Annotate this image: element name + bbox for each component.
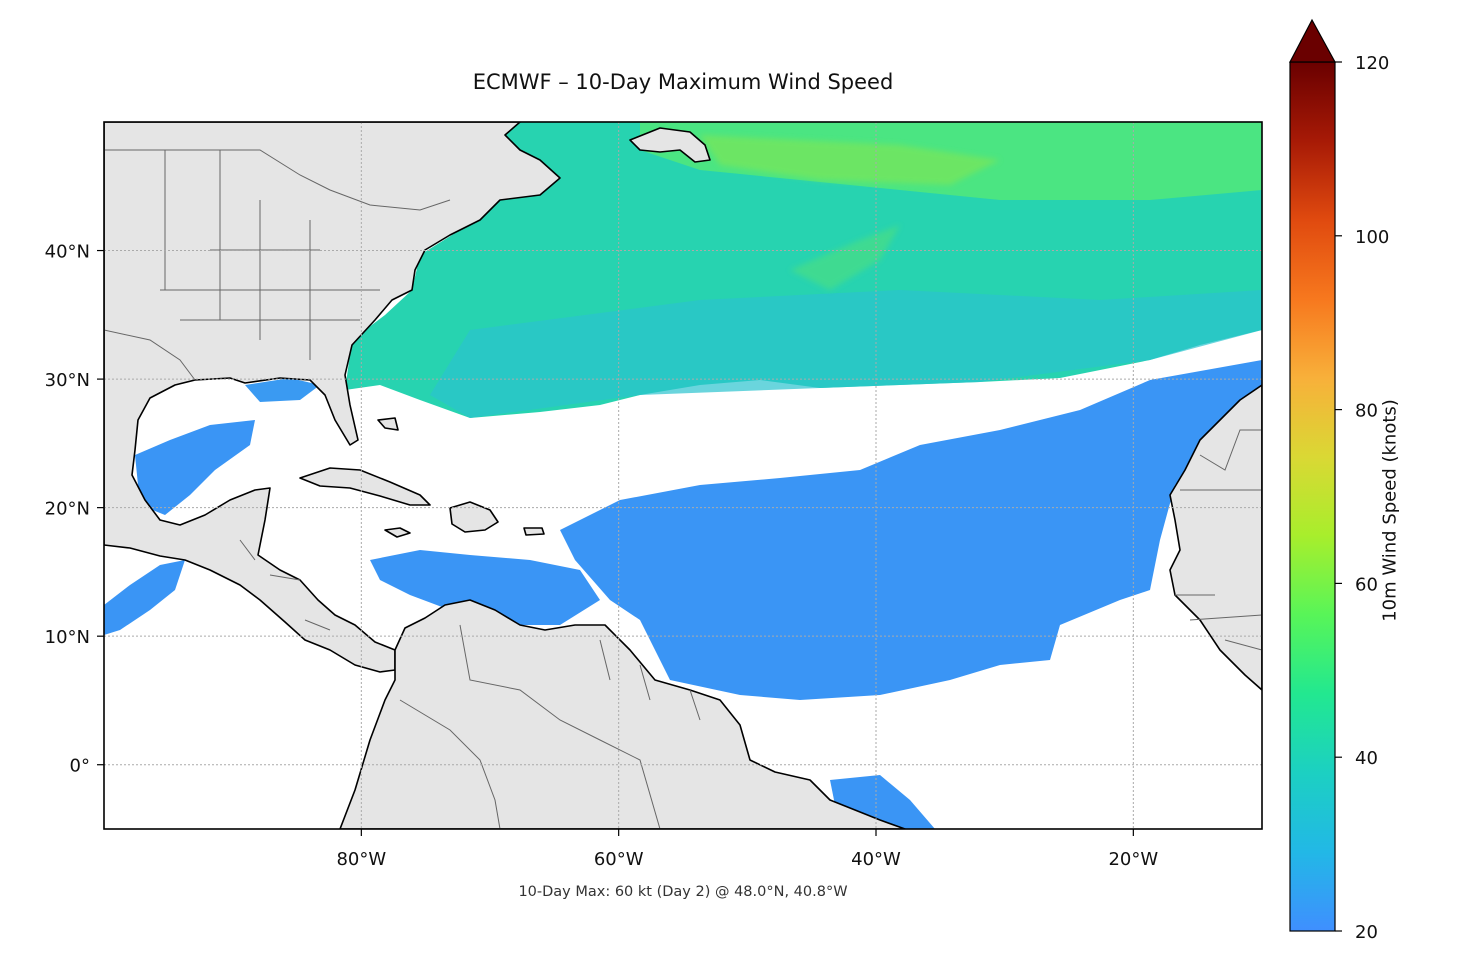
colorbar: 20 40 60 80 100 120 [1289, 18, 1389, 943]
border-states-1 [160, 150, 380, 360]
land-jamaica [384, 527, 411, 538]
land-puerto-rico [523, 527, 545, 536]
colorbar-tick-label: 100 [1355, 227, 1389, 248]
land-newfoundland [629, 127, 711, 163]
lat-tick-label: 30°N [45, 370, 90, 391]
land-bahamas [377, 417, 399, 431]
political-borders [104, 149, 1262, 829]
wind-region-pacific [104, 560, 185, 635]
lat-tick-label: 10°N [45, 627, 90, 648]
wind-region-caribbean [370, 550, 600, 625]
border-guianas [599, 639, 701, 721]
wind-region-gulf-east [245, 378, 320, 402]
wind-region-midlat-band [430, 290, 1262, 418]
lon-tick-label: 60°W [594, 849, 644, 870]
colorbar-tick-label: 120 [1355, 53, 1389, 74]
lat-tick-label: 20°N [45, 499, 90, 520]
wind-region-tropical-belt [560, 360, 1262, 700]
border-us-canada [104, 149, 451, 211]
colorbar-tick-label: 60 [1355, 574, 1378, 595]
land-africa [1169, 384, 1262, 691]
map-frame [103, 121, 1263, 830]
border-us-mexico [104, 329, 196, 381]
wind-region-gulf [135, 420, 255, 515]
lon-tick-label: 80°W [336, 849, 386, 870]
map-area [104, 122, 1262, 829]
max-wind-annotation: 10-Day Max: 60 kt (Day 2) @ 48.0°N, 40.8… [518, 884, 848, 900]
land-cuba [299, 467, 431, 506]
colorbar-ticks: 20 40 60 80 100 120 [1335, 53, 1389, 943]
land-masses [104, 122, 1262, 829]
border-africa [1175, 429, 1262, 651]
gridlines [104, 122, 1262, 829]
land-hispaniola [449, 501, 499, 533]
chart-title: ECMWF – 10-Day Maximum Wind Speed [472, 70, 894, 94]
colorbar-body [1289, 61, 1336, 932]
land-south-america [339, 599, 906, 829]
colorbar-tick-label: 80 [1355, 401, 1378, 422]
colorbar-label: 10m Wind Speed (knots) [1379, 399, 1401, 622]
border-south-america-1 [459, 624, 661, 829]
border-south-america-2 [399, 699, 501, 829]
colorbar-extend-arrow [1289, 18, 1337, 63]
border-central-america [239, 539, 331, 631]
land-north-america [104, 122, 561, 673]
wind-speed-field [104, 122, 1262, 829]
wind-streak-midlat [790, 225, 900, 290]
colorbar-tick-label: 40 [1355, 748, 1378, 769]
latitude-ticks: 0° 10°N 20°N 30°N 40°N [45, 242, 104, 777]
lat-tick-label: 0° [70, 756, 90, 777]
lon-tick-label: 20°W [1108, 849, 1158, 870]
lat-tick-label: 40°N [45, 242, 90, 263]
longitude-ticks: 80°W 60°W 40°W 20°W [336, 829, 1158, 870]
wind-streak-north [700, 135, 1000, 185]
lon-tick-label: 40°W [851, 849, 901, 870]
colorbar-tick-label: 20 [1355, 922, 1378, 943]
